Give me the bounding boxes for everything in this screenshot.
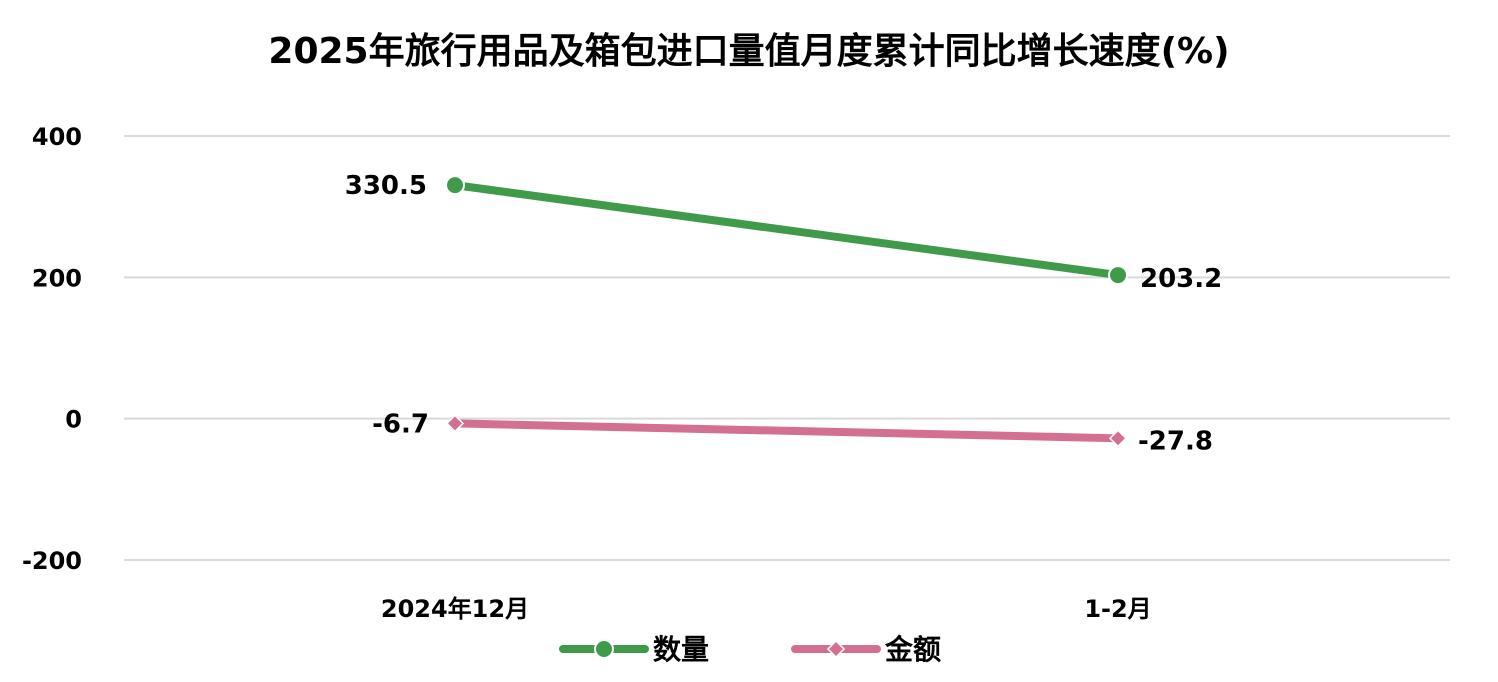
data-label: -6.7: [372, 409, 429, 439]
series-line: [451, 419, 1122, 443]
chart-title: 2025年旅行用品及箱包进口量值月度累计同比增长速度(%): [268, 31, 1229, 72]
y-tick-label: 0: [65, 406, 82, 434]
data-label: -27.8: [1138, 426, 1213, 456]
data-label: 330.5: [345, 171, 427, 201]
data-label: 203.2: [1140, 264, 1222, 294]
x-tick-label: 1-2月: [1084, 595, 1151, 623]
data-point: [445, 414, 465, 433]
gridlines: [124, 135, 1450, 561]
y-axis-ticks: 400 200 0 -200: [22, 123, 82, 575]
legend-marker: [826, 639, 846, 659]
data-point: [445, 175, 465, 196]
legend: 数量 金额: [559, 633, 941, 666]
series-lines: [445, 175, 1128, 448]
legend-label: 数量: [653, 633, 709, 666]
x-tick-label: 2024年12月: [381, 595, 529, 623]
data-labels: 330.5 203.2 -6.7 -27.8: [345, 171, 1223, 456]
y-tick-label: 400: [32, 123, 82, 151]
data-point: [1108, 429, 1128, 448]
data-point: [1108, 265, 1128, 286]
series-line: [451, 181, 1122, 280]
y-tick-label: 200: [32, 264, 82, 292]
legend-marker: [594, 639, 614, 659]
y-tick-label: -200: [22, 547, 82, 575]
x-axis-ticks: 2024年12月 1-2月: [381, 595, 1152, 623]
legend-label: 金额: [884, 633, 941, 666]
